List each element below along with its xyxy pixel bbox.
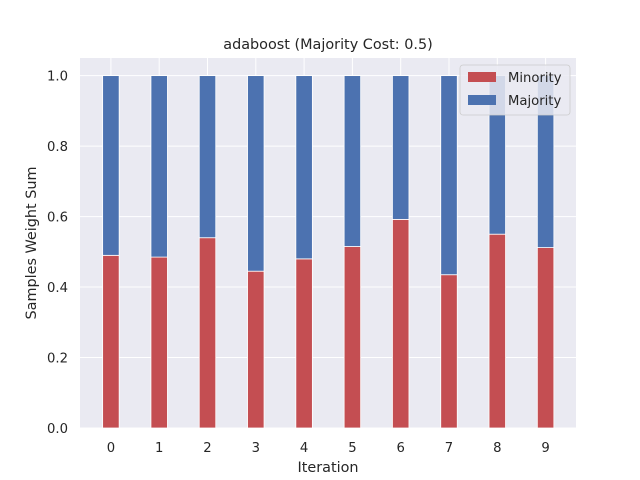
y-tick-label-4: 0.8 [47,140,68,155]
y-axis-label: Samples Weight Sum [24,166,40,319]
bar-majority-1 [150,75,168,258]
bar-majority-6 [392,75,410,220]
x-tick-label-5: 5 [348,441,356,456]
bar-minority-9 [536,247,555,429]
bar-minority-6 [392,218,410,429]
legend-label-minority: Minority [508,71,562,86]
x-axis-label: Iteration [297,460,358,476]
y-tick-label-2: 0.4 [47,281,68,296]
x-tick-label-8: 8 [493,441,501,456]
bar-minority-8 [488,233,506,429]
bar-majority-7 [440,75,458,276]
bar-minority-3 [247,270,265,429]
x-tick-label-0: 0 [107,441,115,456]
legend-label-majority: Majority [508,94,561,109]
bar-majority-3 [247,75,265,272]
x-tick-label-1: 1 [155,441,163,456]
bar-majority-5 [343,75,362,247]
legend-swatch-majority [468,95,496,105]
y-tick-label-5: 1.0 [47,70,68,85]
y-tick-label-1: 0.2 [47,352,68,367]
x-tick-label-2: 2 [203,441,211,456]
legend: Minority Majority [459,64,571,116]
bar-majority-2 [198,75,217,239]
x-tick-label-6: 6 [397,441,405,456]
bar-majority-4 [295,75,313,260]
y-tick-label-3: 0.6 [47,211,68,226]
x-tick-label-7: 7 [445,441,453,456]
x-tick-labels: 0 1 2 3 4 5 6 7 8 9 [107,441,550,456]
bar-minority-1 [150,256,168,429]
x-tick-label-3: 3 [252,441,260,456]
y-tick-label-0: 0.0 [47,422,68,437]
chart-title: adaboost (Majority Cost: 0.5) [223,37,432,53]
legend-swatch-minority [468,72,496,82]
bar-minority-7 [440,274,458,429]
bar-minority-4 [295,258,313,429]
bar-majority-0 [102,75,120,256]
y-tick-labels: 0.0 0.2 0.4 0.6 0.8 1.0 [47,70,68,437]
x-tick-label-9: 9 [541,441,549,456]
x-tick-label-4: 4 [300,441,308,456]
bar-minority-2 [198,237,217,429]
bar-minority-0 [102,254,120,429]
bars [102,75,555,429]
bar-minority-5 [343,246,362,429]
